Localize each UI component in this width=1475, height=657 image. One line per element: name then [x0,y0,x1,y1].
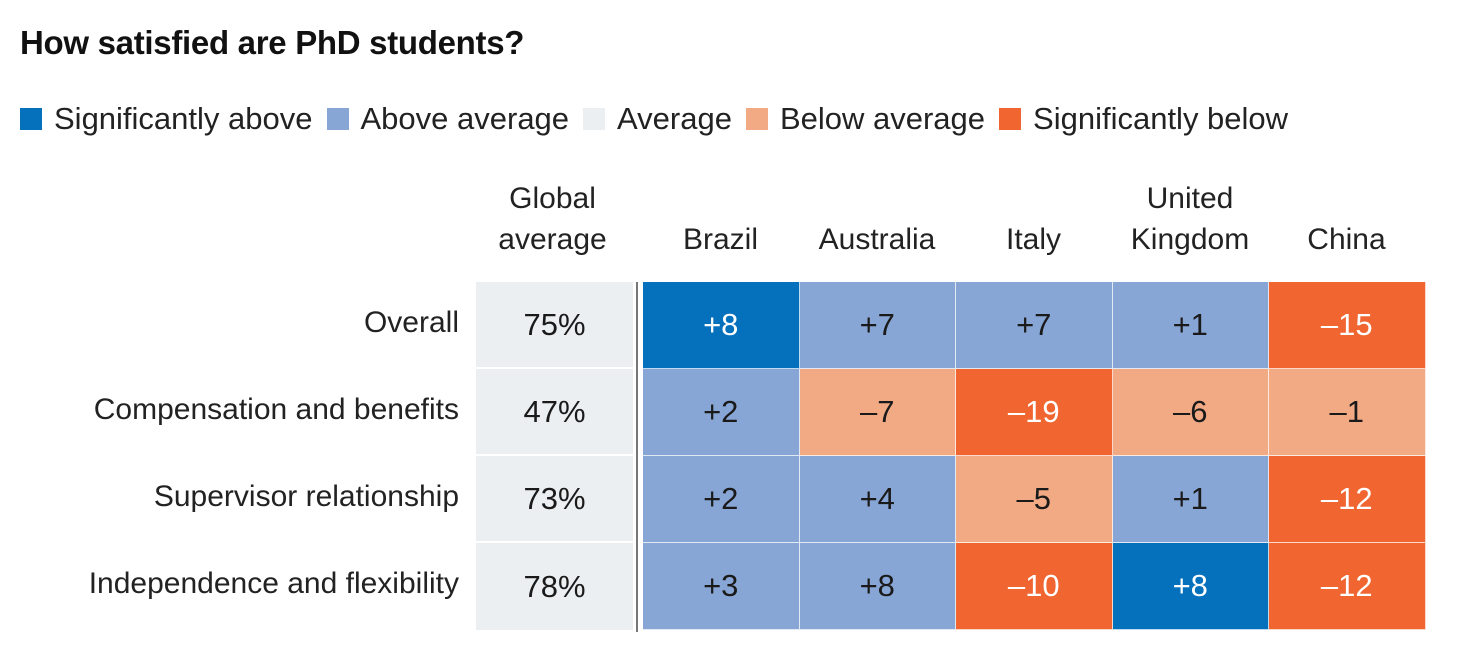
column-header-global-average: Global average [475,178,630,260]
column-header-line: Italy [1005,223,1062,256]
global-average-cell: 47% [476,369,633,456]
global-average-cell: 78% [476,543,633,630]
column-header-line: United [1146,182,1234,215]
heatmap-cell: +7 [956,282,1113,369]
column-header-line: Kingdom [1130,223,1250,256]
legend-swatch [745,108,768,130]
column-header-brazil: Brazil [643,178,798,260]
column-header-line: average [498,223,607,256]
legend-label: Average [617,101,732,136]
global-average-divider [636,282,638,632]
heatmap-cell: +8 [1112,543,1269,630]
heatmap-cell: –7 [799,369,956,456]
row-label: Independence and flexibility [88,567,459,600]
column-header-line: Brazil [682,223,758,256]
legend-item-significantly-above: Significantly above [20,101,313,137]
heatmap-cell: +1 [1112,456,1269,543]
heatmap-cell: +2 [643,369,800,456]
heatmap-cell: +4 [799,456,956,543]
column-header-united-kingdom: United Kingdom [1113,178,1268,260]
legend-item-below-average: Below average [745,101,986,137]
heatmap-cell: –19 [956,369,1113,456]
global-average-cell: 73% [476,456,633,543]
column-header-china: China [1269,178,1424,260]
column-header-line: Global [509,182,596,215]
heatmap-cell: +1 [1112,282,1269,369]
legend-swatch [999,108,1022,130]
legend-swatch [20,108,42,130]
heatmap-cell: –1 [1269,369,1426,456]
legend-item-above-average: Above average [326,101,570,137]
heatmap-cell: –10 [956,543,1113,630]
heatmap-cell: –5 [956,456,1113,543]
legend: Significantly above Above average Averag… [20,101,1302,137]
global-average-cell: 75% [476,282,633,369]
column-header-line: Australia [818,223,936,256]
legend-label: Significantly above [54,101,313,136]
heatmap-cell: –15 [1269,282,1426,369]
legend-item-significantly-below: Significantly below [999,101,1288,137]
heatmap-cell: –6 [1112,369,1269,456]
legend-swatch [326,108,349,130]
heatmap-cell: +3 [643,543,800,630]
row-label: Compensation and benefits [93,393,459,426]
heatmap-cell: +7 [799,282,956,369]
legend-swatch [583,108,606,130]
legend-label: Below average [779,101,986,136]
column-header-australia: Australia [800,178,955,260]
column-header-line: China [1307,223,1386,256]
legend-label: Significantly below [1033,101,1289,136]
heatmap-cell: –12 [1269,543,1426,630]
chart-title: How satisfied are PhD students? [20,24,525,61]
row-label: Supervisor relationship [153,480,459,513]
column-header-italy: Italy [956,178,1111,260]
heatmap-cell: +8 [799,543,956,630]
heatmap-cell: –12 [1269,456,1426,543]
heatmap-cell: +8 [643,282,800,369]
legend-item-average: Average [583,101,732,137]
legend-label: Above average [360,101,570,136]
row-label: Overall [363,306,459,339]
heatmap-cell: +2 [643,456,800,543]
